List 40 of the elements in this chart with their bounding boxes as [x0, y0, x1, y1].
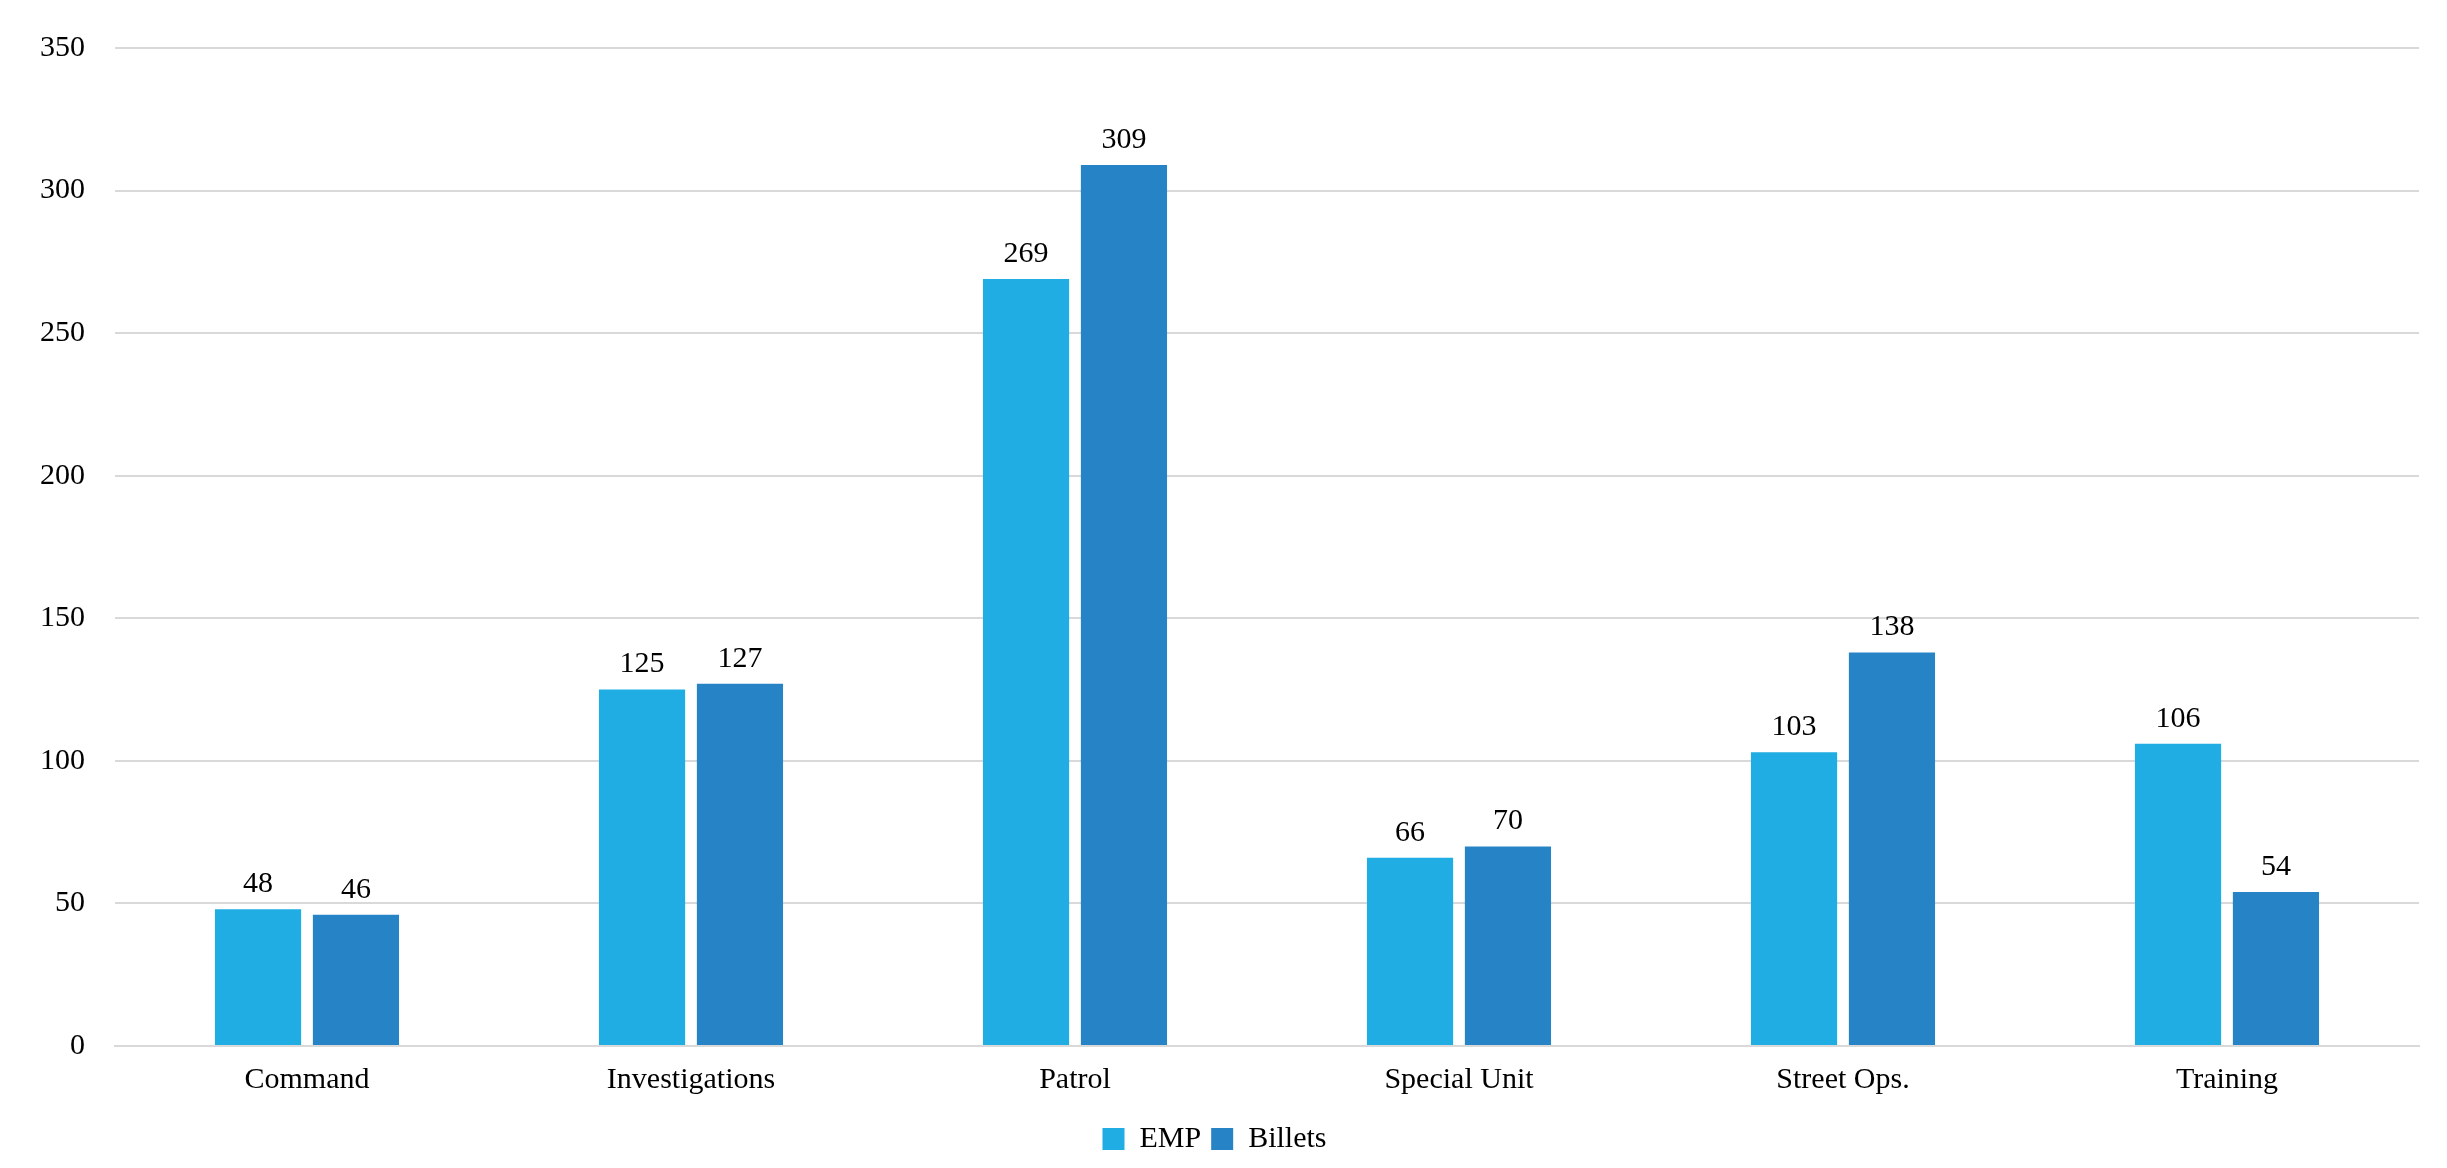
y-tick-label: 200: [40, 456, 85, 490]
data-label: 66: [1395, 813, 1426, 847]
bar: [696, 683, 784, 1045]
data-label: 106: [2155, 699, 2201, 733]
y-tick-label: 50: [55, 884, 85, 918]
bar: [1848, 652, 1936, 1045]
data-label: 309: [1101, 120, 1147, 154]
bar: [2232, 892, 2320, 1045]
data-label: 48: [243, 865, 274, 899]
x-tick-label: Patrol: [1039, 1060, 1111, 1094]
x-tick-label: Training: [2175, 1060, 2279, 1094]
x-tick-label: Investigations: [606, 1060, 776, 1094]
y-tick-label: 100: [40, 741, 85, 775]
y-tick-label: 250: [40, 314, 85, 348]
x-tick-label: Command: [244, 1060, 370, 1094]
y-tick-label: 0: [70, 1026, 85, 1060]
bar: [214, 909, 302, 1045]
bar: [1080, 164, 1168, 1045]
x-tick-label: Special Unit: [1384, 1060, 1535, 1094]
bar: [1366, 857, 1454, 1045]
y-tick-label: 300: [40, 171, 85, 205]
data-label: 127: [717, 639, 763, 673]
y-tick-label: 150: [40, 599, 85, 633]
data-label: 269: [1003, 234, 1049, 268]
legend-label: EMP: [1139, 1119, 1202, 1153]
bar: [312, 914, 400, 1045]
data-label: 46: [340, 870, 371, 904]
x-tick-label: Street Ops.: [1776, 1060, 1910, 1094]
bar: [2134, 743, 2222, 1045]
bar: [1750, 752, 1838, 1045]
data-label: 125: [619, 645, 665, 679]
data-label: 54: [2260, 847, 2291, 881]
data-label: 70: [1492, 802, 1523, 836]
legend-label: Billets: [1248, 1119, 1327, 1153]
data-label: 103: [1771, 708, 1817, 742]
bar: [598, 689, 686, 1045]
y-tick-label: 350: [40, 28, 85, 62]
bar: [1464, 846, 1552, 1045]
data-label: 138: [1869, 608, 1915, 642]
bar: [982, 278, 1070, 1045]
